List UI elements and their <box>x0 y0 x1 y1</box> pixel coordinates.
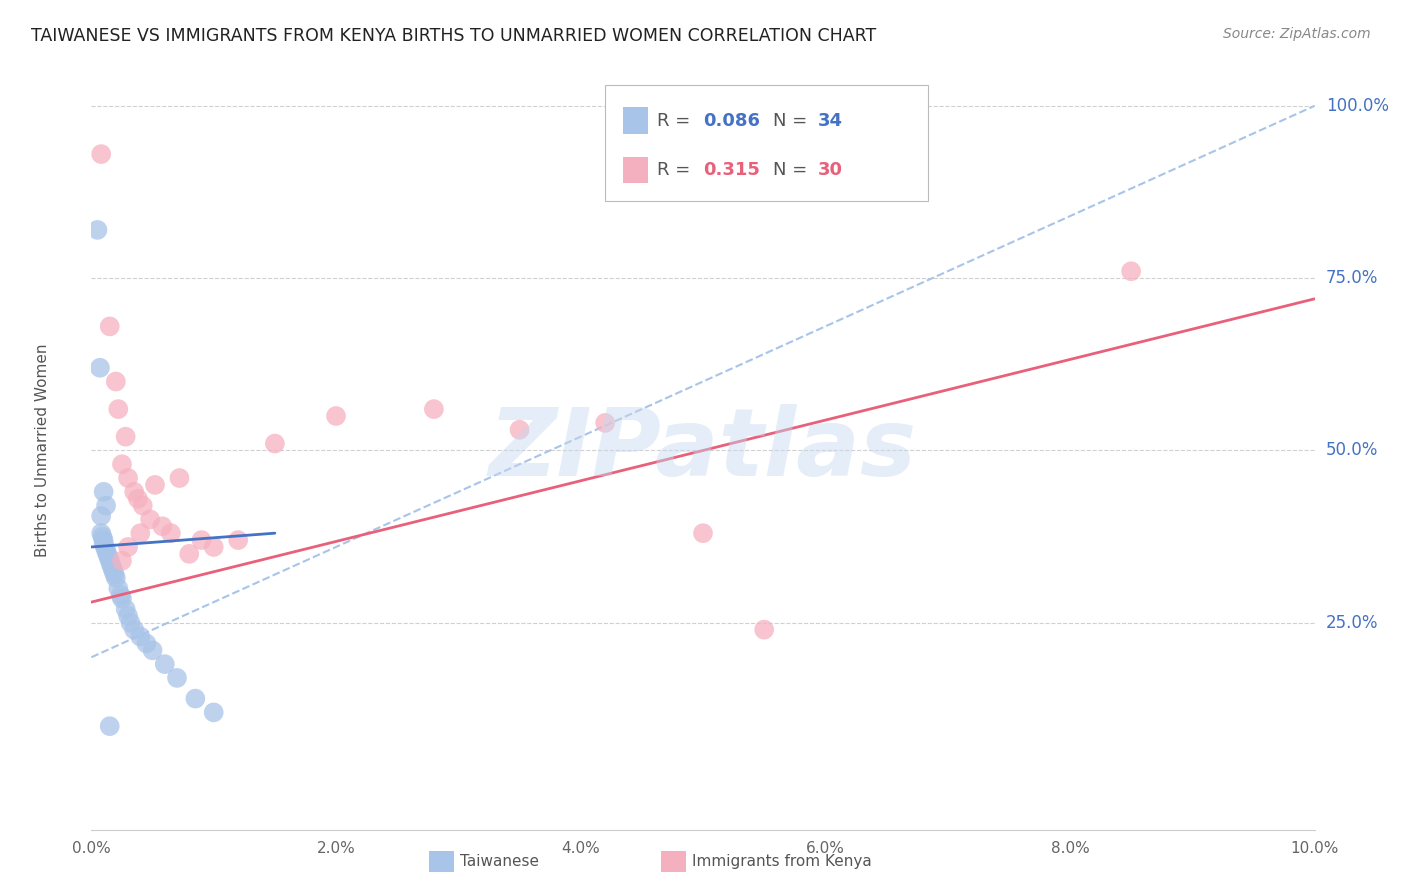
Point <box>139 512 162 526</box>
Point <box>103 564 125 578</box>
Point <box>117 608 139 623</box>
Point <box>94 543 117 558</box>
Point <box>111 591 134 606</box>
Text: R =: R = <box>657 112 696 129</box>
Point <box>132 499 155 513</box>
Point <box>89 360 111 375</box>
Point <box>90 147 112 161</box>
Point <box>96 547 118 561</box>
Point <box>91 530 114 544</box>
Point <box>104 571 127 585</box>
Point <box>264 436 287 450</box>
Point <box>93 533 115 547</box>
Text: Immigrants from Kenya: Immigrants from Kenya <box>692 855 872 869</box>
Point <box>754 623 776 637</box>
Point <box>127 491 149 506</box>
Point <box>202 540 225 554</box>
Text: Source: ZipAtlas.com: Source: ZipAtlas.com <box>1223 27 1371 41</box>
Text: N =: N = <box>773 161 813 179</box>
Text: 0.086: 0.086 <box>703 112 761 129</box>
Point <box>184 691 207 706</box>
Point <box>114 602 136 616</box>
Point <box>226 533 249 547</box>
Point <box>101 560 124 574</box>
Point <box>117 540 139 554</box>
Point <box>160 526 183 541</box>
Point <box>166 671 188 685</box>
Point <box>122 623 145 637</box>
Point <box>190 533 212 547</box>
Point <box>98 719 121 733</box>
Text: 75.0%: 75.0% <box>1326 269 1378 287</box>
Point <box>90 526 112 541</box>
Text: ZIPatlas: ZIPatlas <box>489 404 917 497</box>
Point <box>122 484 145 499</box>
Point <box>107 402 129 417</box>
Text: TAIWANESE VS IMMIGRANTS FROM KENYA BIRTHS TO UNMARRIED WOMEN CORRELATION CHART: TAIWANESE VS IMMIGRANTS FROM KENYA BIRTH… <box>31 27 876 45</box>
Point <box>94 499 117 513</box>
Text: Births to Unmarried Women: Births to Unmarried Women <box>35 343 51 558</box>
Text: Taiwanese: Taiwanese <box>460 855 538 869</box>
Point <box>97 550 120 565</box>
Point <box>114 430 136 444</box>
Point <box>143 478 166 492</box>
Point <box>325 409 347 423</box>
Text: 100.0%: 100.0% <box>1326 97 1389 115</box>
Text: 34: 34 <box>818 112 844 129</box>
Point <box>423 402 446 417</box>
Point <box>107 582 129 596</box>
Point <box>93 536 115 550</box>
Point <box>129 526 152 541</box>
Point <box>98 554 121 568</box>
Point <box>94 540 117 554</box>
Point <box>509 423 531 437</box>
Point <box>90 508 112 523</box>
Text: 25.0%: 25.0% <box>1326 614 1378 632</box>
Point <box>117 471 139 485</box>
Point <box>150 519 173 533</box>
Point <box>153 657 176 672</box>
Point <box>692 526 714 541</box>
Point <box>100 557 122 572</box>
Point <box>129 630 152 644</box>
Point <box>141 643 163 657</box>
Point <box>86 223 108 237</box>
Point <box>104 375 127 389</box>
Text: R =: R = <box>657 161 696 179</box>
Text: 0.315: 0.315 <box>703 161 759 179</box>
Point <box>135 636 157 650</box>
Point <box>104 567 127 582</box>
Point <box>593 416 616 430</box>
Point <box>179 547 201 561</box>
Point <box>93 484 115 499</box>
Point <box>169 471 191 485</box>
Point <box>120 615 142 630</box>
Point <box>98 319 121 334</box>
Text: N =: N = <box>773 112 813 129</box>
Point <box>111 554 134 568</box>
Point <box>110 588 132 602</box>
Point <box>111 457 134 471</box>
Text: 30: 30 <box>818 161 844 179</box>
Point <box>202 706 225 720</box>
Point <box>1121 264 1143 278</box>
Text: 50.0%: 50.0% <box>1326 442 1378 459</box>
